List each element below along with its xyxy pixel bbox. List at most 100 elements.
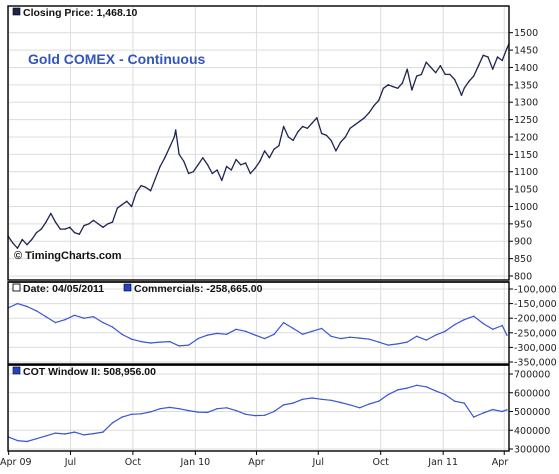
data-point: [54, 432, 57, 434]
data-point: [454, 323, 456, 326]
data-point: [244, 162, 247, 164]
data-point: [349, 404, 351, 406]
data-point: [411, 89, 413, 91]
data-point: [363, 117, 366, 119]
data-point: [73, 431, 76, 433]
data-point: [135, 191, 137, 194]
data-point: [339, 337, 342, 340]
data-point: [330, 335, 332, 337]
data-point: [178, 408, 180, 410]
data-point: [206, 334, 209, 336]
panel-frame: [7, 5, 510, 281]
data-point: [225, 407, 228, 409]
y-tick-label: 850: [514, 254, 532, 265]
data-point: [306, 127, 309, 129]
data-point: [339, 141, 342, 143]
data-point: [116, 207, 119, 209]
data-point: [216, 332, 218, 335]
data-point: [501, 59, 503, 62]
y-tick-label: 1250: [514, 115, 538, 126]
data-point: [235, 409, 237, 412]
data-point: [263, 150, 266, 152]
data-point: [175, 129, 177, 131]
data-point: [187, 172, 190, 175]
chart-title: Gold COMEX - Continuous: [28, 51, 206, 67]
data-point: [292, 327, 294, 330]
data-point: [397, 389, 399, 391]
y-tick-label: 400000: [514, 426, 550, 437]
data-point: [482, 322, 484, 325]
data-point: [168, 340, 171, 343]
y-tick-label: 1300: [514, 98, 538, 109]
series-line-cot_window: [7, 384, 508, 443]
data-point: [107, 223, 109, 225]
legend-commercials: Commercials: -258,665.00: [134, 283, 263, 295]
data-point: [496, 56, 499, 58]
data-point: [492, 328, 494, 330]
filled-blue-square-icon: [123, 283, 132, 292]
filled-blue-square-icon: [12, 366, 21, 375]
data-point: [244, 413, 247, 415]
data-point: [92, 219, 95, 222]
data-point: [273, 333, 275, 335]
data-point: [12, 242, 14, 244]
data-point: [439, 65, 442, 67]
data-point: [320, 132, 323, 135]
data-point: [31, 238, 33, 241]
y-tick-label: 800: [514, 272, 532, 283]
data-point: [202, 157, 204, 159]
y-tick-label: -300,000: [514, 343, 557, 354]
data-point: [444, 330, 446, 332]
data-point: [83, 317, 85, 319]
y-tick-label: 700000: [514, 370, 550, 381]
legend-closing-price: Closing Price: 1,468.10: [23, 7, 138, 19]
hollow-square-icon: [12, 283, 21, 292]
data-point: [178, 153, 180, 155]
y-tick-label: 1000: [514, 202, 538, 213]
data-point: [50, 212, 52, 215]
data-point: [501, 324, 503, 327]
data-point: [406, 387, 408, 389]
y-tick-label: 1100: [514, 167, 538, 178]
data-point: [368, 338, 370, 340]
panel-commercials: [7, 281, 513, 365]
data-point: [463, 402, 465, 404]
data-point: [473, 416, 475, 418]
filled-dark-square-icon: [12, 7, 21, 16]
data-point: [444, 393, 446, 396]
data-point: [425, 61, 427, 63]
data-point: [130, 338, 133, 340]
data-point: [292, 139, 294, 142]
data-point: [159, 408, 161, 410]
data-point: [311, 397, 313, 399]
data-point: [477, 65, 480, 67]
data-point: [416, 75, 418, 77]
data-point: [40, 228, 42, 230]
y-tick-label: 1450: [514, 46, 538, 57]
data-point: [263, 414, 266, 416]
data-point: [473, 75, 475, 77]
data-point: [282, 321, 285, 324]
data-point: [121, 333, 123, 335]
x-tick-label: Oct: [125, 457, 142, 468]
data-point: [26, 244, 28, 246]
data-point: [140, 184, 142, 187]
data-point: [344, 136, 347, 138]
x-tick-label: Jan 10: [179, 457, 210, 468]
data-point: [311, 122, 313, 124]
data-point: [73, 314, 76, 316]
data-point: [168, 146, 171, 149]
data-point: [463, 87, 465, 90]
data-point: [406, 68, 408, 70]
data-point: [64, 228, 66, 230]
data-point: [97, 223, 100, 225]
data-point: [159, 165, 161, 168]
data-point: [130, 205, 133, 208]
data-point: [282, 125, 285, 128]
data-point: [416, 384, 418, 386]
data-point: [45, 435, 47, 437]
data-point: [460, 94, 463, 97]
data-point: [330, 399, 332, 401]
data-point: [211, 172, 213, 175]
